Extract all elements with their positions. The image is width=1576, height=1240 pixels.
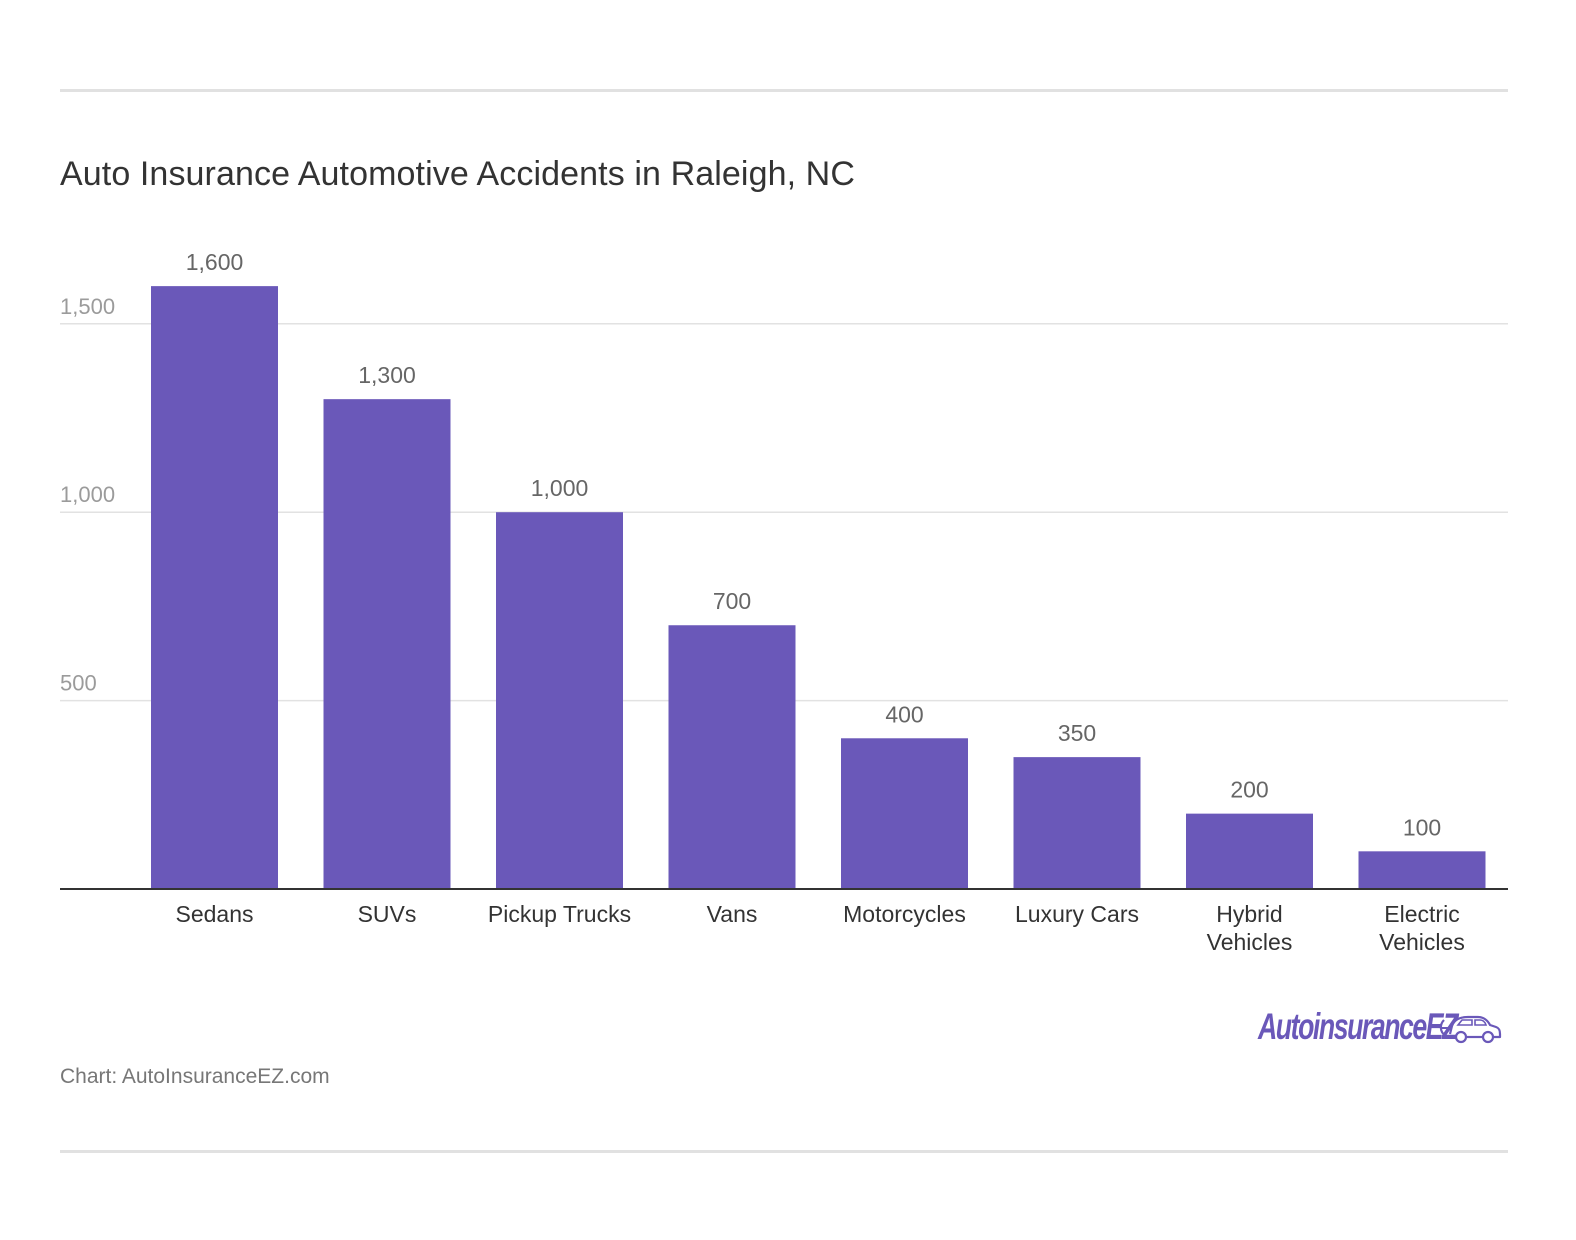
- top-divider: [60, 89, 1508, 92]
- bar-value-label: 100: [1403, 814, 1441, 840]
- x-tick-label: Motorcycles: [843, 901, 966, 927]
- x-tick-label: Luxury Cars: [1015, 901, 1139, 927]
- bar[interactable]: [1358, 851, 1486, 889]
- bar-value-label: 400: [885, 701, 923, 727]
- brand-logo[interactable]: AutoinsuranceEZ: [1258, 1004, 1508, 1054]
- y-tick-label: 500: [60, 671, 97, 696]
- bar[interactable]: [323, 399, 451, 889]
- bar[interactable]: [151, 286, 278, 889]
- bar-value-label: 350: [1058, 720, 1096, 746]
- y-tick-label: 1,000: [60, 482, 115, 507]
- bar-value-label: 1,300: [358, 362, 416, 388]
- x-tick-label: Sedans: [175, 901, 253, 927]
- chart-title: Auto Insurance Automotive Accidents in R…: [60, 155, 855, 193]
- bar[interactable]: [841, 738, 968, 889]
- chart-source: Chart: AutoInsuranceEZ.com: [60, 1065, 330, 1088]
- bar-value-label: 200: [1230, 777, 1268, 803]
- x-tick-label: SUVs: [358, 901, 417, 927]
- bar-value-label: 700: [713, 588, 751, 614]
- bar[interactable]: [1013, 757, 1141, 889]
- bottom-divider: [60, 1150, 1508, 1153]
- bar[interactable]: [1186, 813, 1313, 889]
- x-tick-label: Hybrid Vehicles: [1207, 901, 1293, 955]
- y-tick-label: 1,500: [60, 294, 115, 319]
- x-tick-label: Electric Vehicles: [1379, 901, 1465, 955]
- x-tick-label: Pickup Trucks: [488, 901, 631, 927]
- logo-text: AutoinsuranceEZ: [1258, 1006, 1458, 1047]
- bar-value-label: 1,000: [531, 475, 589, 501]
- bar[interactable]: [496, 512, 623, 889]
- bar[interactable]: [668, 625, 796, 889]
- bar-value-label: 1,600: [186, 249, 244, 275]
- x-tick-label: Vans: [707, 901, 758, 927]
- car-icon: [1439, 1015, 1502, 1044]
